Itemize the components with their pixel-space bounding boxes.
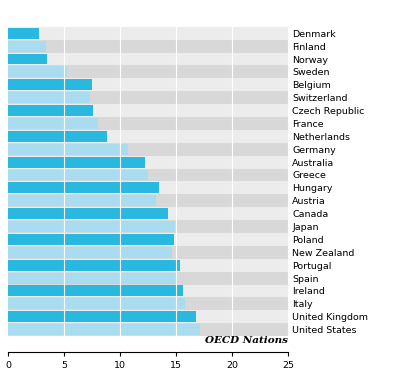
Bar: [8, 65, 288, 78]
Bar: [8, 246, 288, 259]
Bar: [8, 104, 288, 117]
Bar: [8, 156, 288, 169]
Bar: [8, 169, 288, 181]
Bar: [8, 285, 183, 296]
Bar: [8, 156, 145, 167]
Bar: [8, 194, 288, 207]
Bar: [8, 54, 47, 65]
Bar: [8, 285, 288, 297]
Bar: [8, 40, 288, 53]
Bar: [8, 233, 288, 246]
Bar: [8, 297, 288, 310]
Bar: [8, 91, 288, 104]
Text: OECD Nations: OECD Nations: [205, 336, 288, 345]
Bar: [8, 195, 156, 206]
Bar: [8, 143, 288, 156]
Bar: [8, 78, 288, 91]
Bar: [8, 105, 93, 116]
Bar: [8, 247, 172, 258]
Bar: [8, 41, 46, 52]
Bar: [8, 92, 90, 103]
Bar: [8, 259, 288, 272]
Bar: [8, 131, 106, 142]
Bar: [8, 220, 288, 233]
Bar: [8, 53, 288, 65]
Bar: [8, 323, 288, 336]
Bar: [8, 298, 185, 309]
Bar: [8, 311, 196, 322]
Bar: [8, 28, 39, 39]
Bar: [8, 181, 288, 194]
Bar: [8, 208, 168, 219]
Bar: [8, 207, 288, 220]
Bar: [8, 260, 180, 271]
Bar: [8, 27, 288, 40]
Bar: [8, 310, 288, 323]
Bar: [8, 324, 200, 335]
Bar: [8, 79, 92, 90]
Bar: [8, 117, 288, 130]
Bar: [8, 272, 288, 285]
Bar: [8, 67, 67, 77]
Bar: [8, 183, 159, 194]
Bar: [8, 144, 128, 155]
Bar: [8, 130, 288, 143]
Bar: [8, 273, 177, 284]
Bar: [8, 118, 98, 129]
Bar: [8, 221, 175, 232]
Bar: [8, 169, 148, 180]
Bar: [8, 234, 174, 245]
